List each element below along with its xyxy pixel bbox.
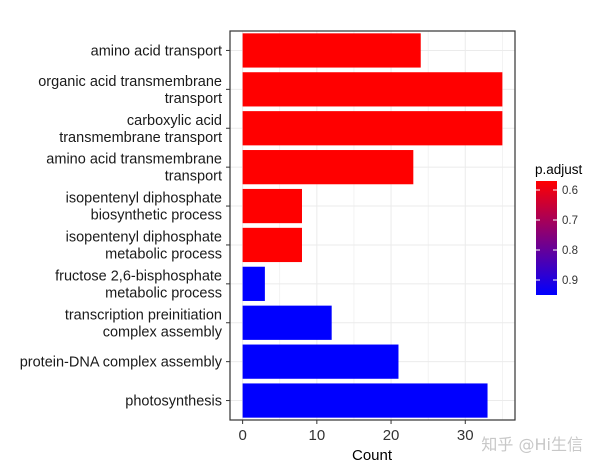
legend-ticks: 0.6 0.7 0.8 0.9 bbox=[536, 185, 578, 287]
category-label: photosynthesis bbox=[125, 394, 222, 410]
bars bbox=[242, 33, 503, 418]
bar bbox=[242, 150, 414, 185]
category-label: isopentenyl diphosphate bbox=[66, 191, 222, 207]
legend-tick-label: 0.6 bbox=[562, 185, 578, 197]
category-label: organic acid transmembrane bbox=[38, 74, 222, 90]
category-label: amino acid transport bbox=[91, 43, 222, 59]
x-tick-label: 30 bbox=[457, 427, 474, 444]
bar bbox=[242, 111, 503, 146]
bar bbox=[242, 188, 302, 224]
category-label: amino acid transmembrane bbox=[46, 152, 222, 168]
category-label: biosynthetic process bbox=[91, 208, 222, 224]
category-label: protein-DNA complex assembly bbox=[20, 355, 223, 371]
category-label: metabolic process bbox=[105, 246, 222, 262]
bar bbox=[242, 227, 302, 263]
legend-tick-label: 0.7 bbox=[562, 215, 578, 227]
category-label: complex assembly bbox=[103, 324, 223, 340]
category-labels: amino acid transport organic acid transme… bbox=[20, 43, 230, 410]
x-axis-title: Count bbox=[352, 447, 393, 464]
category-label: metabolic process bbox=[105, 285, 222, 301]
x-tick-label: 10 bbox=[308, 427, 325, 444]
x-axis: 0 10 20 30 bbox=[238, 420, 474, 444]
category-label: transmembrane transport bbox=[59, 130, 222, 146]
category-label: carboxylic acid bbox=[127, 113, 222, 129]
bar bbox=[242, 72, 503, 107]
legend-colorbar bbox=[536, 181, 557, 295]
legend: p.adjust 0.6 0.7 0.8 0.9 bbox=[535, 162, 583, 295]
legend-tick-label: 0.8 bbox=[562, 245, 578, 257]
plot-border bbox=[229, 30, 516, 421]
x-tick-label: 0 bbox=[238, 427, 246, 444]
category-label: transcription preinitiation bbox=[65, 307, 222, 323]
x-tick-label: 20 bbox=[383, 427, 400, 444]
bar bbox=[242, 344, 399, 379]
category-label: isopentenyl diphosphate bbox=[66, 229, 222, 245]
category-label: transport bbox=[165, 169, 222, 185]
legend-title: p.adjust bbox=[535, 162, 583, 177]
bar bbox=[242, 33, 421, 68]
category-label: transport bbox=[165, 91, 222, 107]
legend-tick-label: 0.9 bbox=[562, 275, 578, 287]
bar bbox=[242, 266, 265, 301]
bar bbox=[242, 383, 488, 418]
bar bbox=[242, 305, 332, 340]
category-label: fructose 2,6-bisphosphate bbox=[55, 268, 222, 284]
watermark: 知乎 @Hi生信 bbox=[481, 435, 583, 454]
